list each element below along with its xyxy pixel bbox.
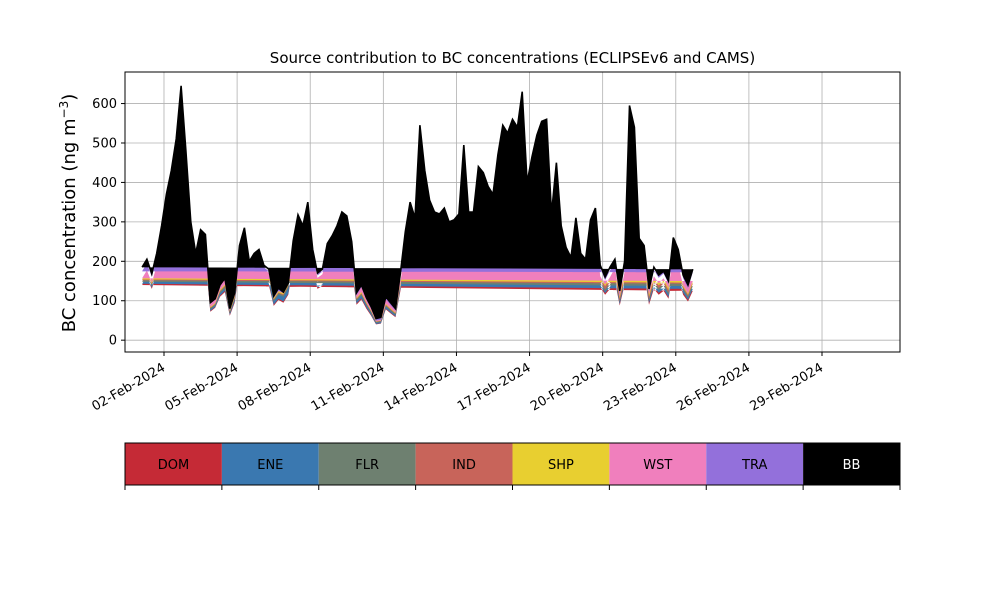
legend-swatch-dom bbox=[125, 443, 222, 485]
stacked-areas bbox=[141, 85, 694, 325]
y-tick-label: 400 bbox=[92, 176, 117, 191]
y-axis-ticks: 0 100 200 300 400 500 600 bbox=[92, 97, 125, 349]
legend-label-shp: SHP bbox=[548, 458, 574, 473]
x-tick-label: 23-Feb-2024 bbox=[601, 360, 680, 414]
x-tick-label: 26-Feb-2024 bbox=[674, 360, 753, 414]
legend-swatch-wst bbox=[609, 443, 707, 485]
x-tick-label: 08-Feb-2024 bbox=[236, 360, 315, 414]
legend-label-ene: ENE bbox=[257, 458, 283, 473]
x-axis-ticks: 02-Feb-202405-Feb-202408-Feb-202411-Feb-… bbox=[89, 352, 826, 414]
legend-label-flr: FLR bbox=[355, 458, 379, 473]
legend-swatch-flr bbox=[318, 443, 416, 485]
y-tick-label: 200 bbox=[92, 255, 117, 270]
legend-swatch-shp bbox=[512, 443, 610, 485]
legend-label-wst: WST bbox=[643, 458, 672, 473]
y-tick-label: 300 bbox=[92, 215, 117, 230]
x-tick-label: 29-Feb-2024 bbox=[747, 360, 826, 414]
legend-swatch-ind bbox=[415, 443, 513, 485]
legend-swatch-bb bbox=[803, 443, 900, 485]
source-legend-bar: DOM ENE FLR IND SHP WST TRA BB bbox=[124, 442, 901, 490]
legend-swatch-ene bbox=[221, 443, 319, 485]
x-tick-label: 11-Feb-2024 bbox=[309, 360, 388, 414]
x-tick-label: 20-Feb-2024 bbox=[528, 360, 607, 414]
plot-frame bbox=[124, 71, 901, 353]
chart-title: Source contribution to BC concentrations… bbox=[270, 49, 755, 67]
x-tick-label: 02-Feb-2024 bbox=[89, 360, 168, 414]
total-outline bbox=[141, 85, 694, 320]
legend-label-ind: IND bbox=[452, 458, 476, 473]
y-tick-label: 100 bbox=[92, 294, 117, 309]
x-tick-label: 17-Feb-2024 bbox=[455, 360, 534, 414]
area-bb bbox=[142, 85, 693, 319]
x-tick-label: 14-Feb-2024 bbox=[382, 360, 461, 414]
y-axis-label: BC concentration (ng m−3) bbox=[57, 94, 80, 333]
y-tick-label: 500 bbox=[92, 136, 117, 151]
legend-swatch-tra bbox=[706, 443, 804, 485]
y-tick-label: 0 bbox=[109, 334, 117, 349]
legend-label-bb: BB bbox=[843, 458, 861, 473]
x-tick-label: 05-Feb-2024 bbox=[163, 360, 242, 414]
y-tick-label: 600 bbox=[92, 97, 117, 112]
legend-label-dom: DOM bbox=[158, 458, 189, 473]
legend-label-tra: TRA bbox=[741, 458, 767, 473]
axes bbox=[124, 71, 901, 353]
